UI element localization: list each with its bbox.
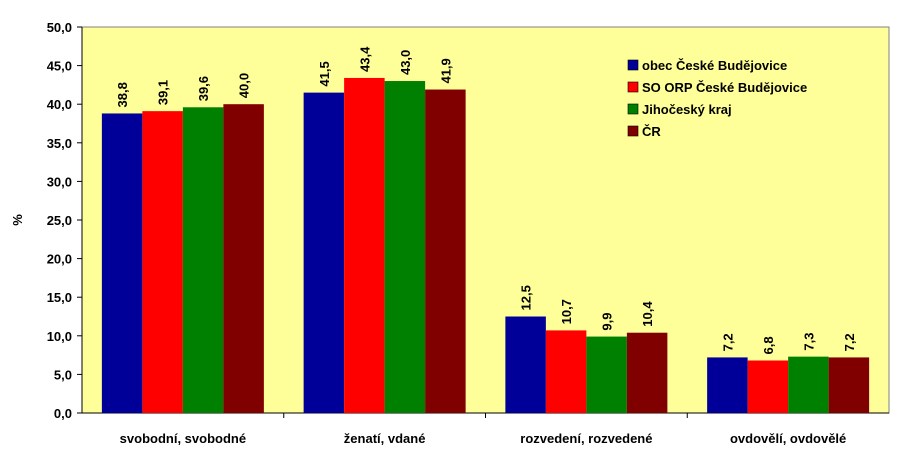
bar bbox=[303, 92, 345, 414]
category-label: svobodní, svobodné bbox=[120, 431, 246, 446]
bar bbox=[707, 357, 748, 413]
data-label: 9,9 bbox=[600, 312, 615, 330]
y-tick-label: 10,0 bbox=[47, 329, 72, 344]
bar bbox=[425, 89, 466, 414]
data-label: 7,2 bbox=[720, 333, 735, 351]
bars: 38,8 39,1 39,6 40,0 41,5 43,4 43,0 41,9 12,5 10,7… bbox=[101, 46, 870, 414]
y-tick-label: 50,0 bbox=[47, 20, 72, 35]
legend-label: ČR bbox=[642, 124, 661, 139]
y-axis-label: % bbox=[10, 214, 25, 226]
bar bbox=[223, 104, 264, 413]
data-label: 7,3 bbox=[801, 333, 816, 351]
y-axis-ticks: 0,0 5,0 10,0 15,0 20,0 25,0 30,0 35,0 40,0 45,0 50… bbox=[47, 20, 82, 421]
data-label: 39,1 bbox=[156, 80, 171, 105]
y-tick-label: 45,0 bbox=[47, 59, 72, 74]
bar bbox=[101, 113, 143, 414]
legend: obec České Budějovice SO ORP České Budějo… bbox=[627, 58, 807, 139]
y-tick-label: 5,0 bbox=[54, 367, 72, 382]
category-labels: svobodní, svobodné ženatí, vdané rozvedení… bbox=[120, 413, 846, 446]
y-tick-label: 40,0 bbox=[47, 97, 72, 112]
y-tick-label: 25,0 bbox=[47, 213, 72, 228]
bar bbox=[384, 81, 426, 413]
y-tick-label: 15,0 bbox=[47, 290, 72, 305]
legend-swatch bbox=[627, 81, 639, 93]
y-tick-label: 30,0 bbox=[47, 174, 72, 189]
category-label: ženatí, vdané bbox=[344, 431, 426, 446]
bar bbox=[182, 107, 224, 414]
data-label: 12,5 bbox=[519, 285, 534, 310]
data-label: 41,9 bbox=[438, 58, 453, 83]
legend-swatch bbox=[627, 125, 639, 137]
legend-label: Jihočeský kraj bbox=[642, 102, 732, 117]
data-label: 6,8 bbox=[761, 336, 776, 354]
y-tick-label: 0,0 bbox=[54, 406, 72, 421]
bar bbox=[788, 356, 829, 413]
category-label: rozvedení, rozvedené bbox=[520, 431, 652, 446]
data-label: 38,8 bbox=[115, 82, 130, 107]
legend-swatch bbox=[627, 103, 639, 115]
data-label: 43,0 bbox=[398, 50, 413, 75]
bar bbox=[828, 357, 870, 413]
bar bbox=[344, 77, 385, 414]
data-label: 43,4 bbox=[357, 46, 372, 72]
bar bbox=[586, 336, 627, 413]
data-label: 7,2 bbox=[842, 333, 857, 351]
data-label: 10,7 bbox=[559, 299, 574, 324]
category-label: ovdovělí, ovdovělé bbox=[730, 431, 846, 446]
bar bbox=[142, 111, 183, 413]
data-label: 40,0 bbox=[237, 73, 252, 98]
y-tick-label: 35,0 bbox=[47, 136, 72, 151]
data-label: 41,5 bbox=[317, 61, 332, 86]
legend-swatch bbox=[627, 59, 639, 71]
bar bbox=[626, 332, 668, 413]
legend-label: obec České Budějovice bbox=[642, 58, 787, 73]
bar bbox=[747, 360, 789, 413]
bar bbox=[545, 330, 587, 413]
data-label: 39,6 bbox=[196, 76, 211, 101]
bar bbox=[505, 316, 546, 413]
legend-label: SO ORP České Budějovice bbox=[642, 80, 807, 95]
data-label: 10,4 bbox=[640, 301, 655, 327]
y-tick-label: 20,0 bbox=[47, 252, 72, 267]
